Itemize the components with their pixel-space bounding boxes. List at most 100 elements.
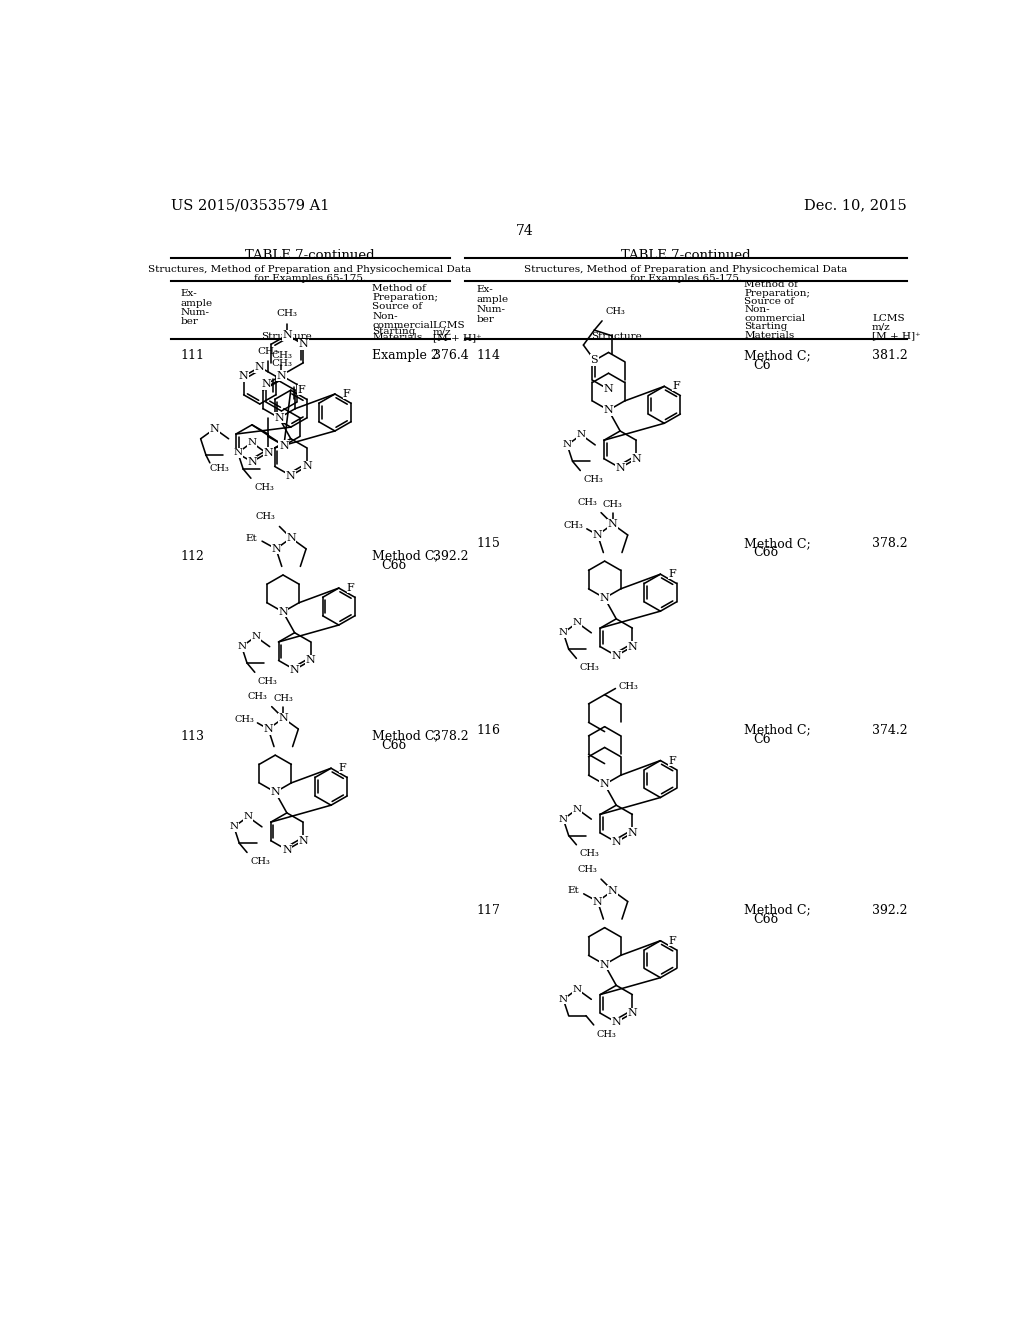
Text: N: N [263,447,273,458]
Text: CH₃: CH₃ [250,857,270,866]
Text: CH₃: CH₃ [597,1030,616,1039]
Text: Source of: Source of [744,297,795,306]
Text: 374.2: 374.2 [872,723,907,737]
Text: Example 2: Example 2 [372,350,439,363]
Text: Method C;: Method C; [744,723,811,737]
Text: N: N [611,651,622,661]
Text: 74: 74 [516,224,534,238]
Text: N: N [572,618,582,627]
Text: Dec. 10, 2015: Dec. 10, 2015 [804,198,907,213]
Text: Non-: Non- [744,305,770,314]
Text: N: N [263,725,273,734]
Text: Method of: Method of [372,284,426,293]
Text: ber: ber [180,317,199,326]
Text: F: F [343,389,350,399]
Text: C6: C6 [754,359,771,372]
Text: CH₃: CH₃ [584,475,603,484]
Text: F: F [297,385,305,395]
Text: 378.2: 378.2 [872,537,907,550]
Text: 111: 111 [180,350,205,363]
Text: N: N [559,628,568,638]
Text: N: N [600,779,609,789]
Text: ber: ber [477,315,495,325]
Text: 117: 117 [477,904,501,917]
Text: N: N [572,805,582,813]
Text: Num-: Num- [477,305,506,314]
Text: F: F [669,755,676,766]
Text: Starting: Starting [372,327,416,337]
Text: commercial: commercial [744,314,805,323]
Text: F: F [669,569,676,579]
Text: N: N [279,441,289,450]
Text: N: N [302,462,311,471]
Text: CH₃: CH₃ [254,483,273,492]
Text: CH₃: CH₃ [276,309,298,318]
Text: ample: ample [180,298,213,308]
Text: CH₃: CH₃ [256,512,275,521]
Text: [M + H]⁺: [M + H]⁺ [432,333,481,342]
Text: S: S [591,355,598,366]
Text: 116: 116 [477,723,501,737]
Text: m/z: m/z [432,327,452,337]
Text: CH₃: CH₃ [580,849,599,858]
Text: N: N [628,1008,637,1018]
Text: N: N [251,632,260,642]
Text: [M + H]⁺: [M + H]⁺ [872,331,921,339]
Text: N: N [276,371,287,380]
Text: N: N [261,379,271,389]
Text: Structure: Structure [261,331,312,341]
Text: CH₃: CH₃ [271,351,292,360]
Text: Method C;: Method C; [744,904,811,917]
Text: Starting: Starting [744,322,787,331]
Text: F: F [669,936,676,945]
Text: N: N [615,463,625,473]
Text: N: N [628,642,637,652]
Text: N: N [255,362,264,372]
Text: N: N [577,430,586,440]
Text: N: N [593,531,602,540]
Text: 115: 115 [477,537,501,550]
Text: LCMS: LCMS [872,314,904,323]
Text: Preparation;: Preparation; [372,293,438,302]
Text: CH₃: CH₃ [210,465,229,474]
Text: Non-: Non- [372,312,397,321]
Text: Preparation;: Preparation; [744,289,810,297]
Text: N: N [298,339,308,350]
Text: N: N [239,371,249,381]
Text: C6δ: C6δ [754,546,778,560]
Text: Materials: Materials [372,333,422,342]
Text: N: N [559,995,568,1003]
Text: N: N [600,593,609,603]
Text: CH₃: CH₃ [578,865,597,874]
Text: F: F [346,583,354,593]
Text: Method C;: Method C; [372,549,439,562]
Text: CH₃: CH₃ [273,694,293,702]
Text: Structures, Method of Preparation and Physicochemical Data: Structures, Method of Preparation and Ph… [148,264,472,273]
Text: ample: ample [477,296,509,305]
Text: N: N [279,713,288,723]
Text: US 2015/0353579 A1: US 2015/0353579 A1 [171,198,329,213]
Text: Et: Et [567,886,579,895]
Text: CH₃: CH₃ [564,521,584,531]
Text: CH₃: CH₃ [618,682,638,692]
Text: Structures, Method of Preparation and Physicochemical Data: Structures, Method of Preparation and Ph… [524,264,848,273]
Text: TABLE 7-continued: TABLE 7-continued [246,249,375,263]
Text: 112: 112 [180,549,205,562]
Text: N: N [608,519,617,529]
Text: Ex-: Ex- [180,289,198,298]
Text: F: F [672,381,680,391]
Text: Method of: Method of [744,280,798,289]
Text: Materials: Materials [744,331,795,339]
Text: Method C;: Method C; [744,537,811,550]
Text: 381.2: 381.2 [872,350,907,363]
Text: N: N [298,836,308,846]
Text: CH₃: CH₃ [257,347,279,356]
Text: N: N [229,822,239,832]
Text: N: N [282,845,292,855]
Text: N: N [628,828,637,838]
Text: N: N [603,384,613,395]
Text: N: N [286,471,296,480]
Text: N: N [270,787,281,797]
Text: N: N [274,413,284,422]
Text: N: N [238,642,246,651]
